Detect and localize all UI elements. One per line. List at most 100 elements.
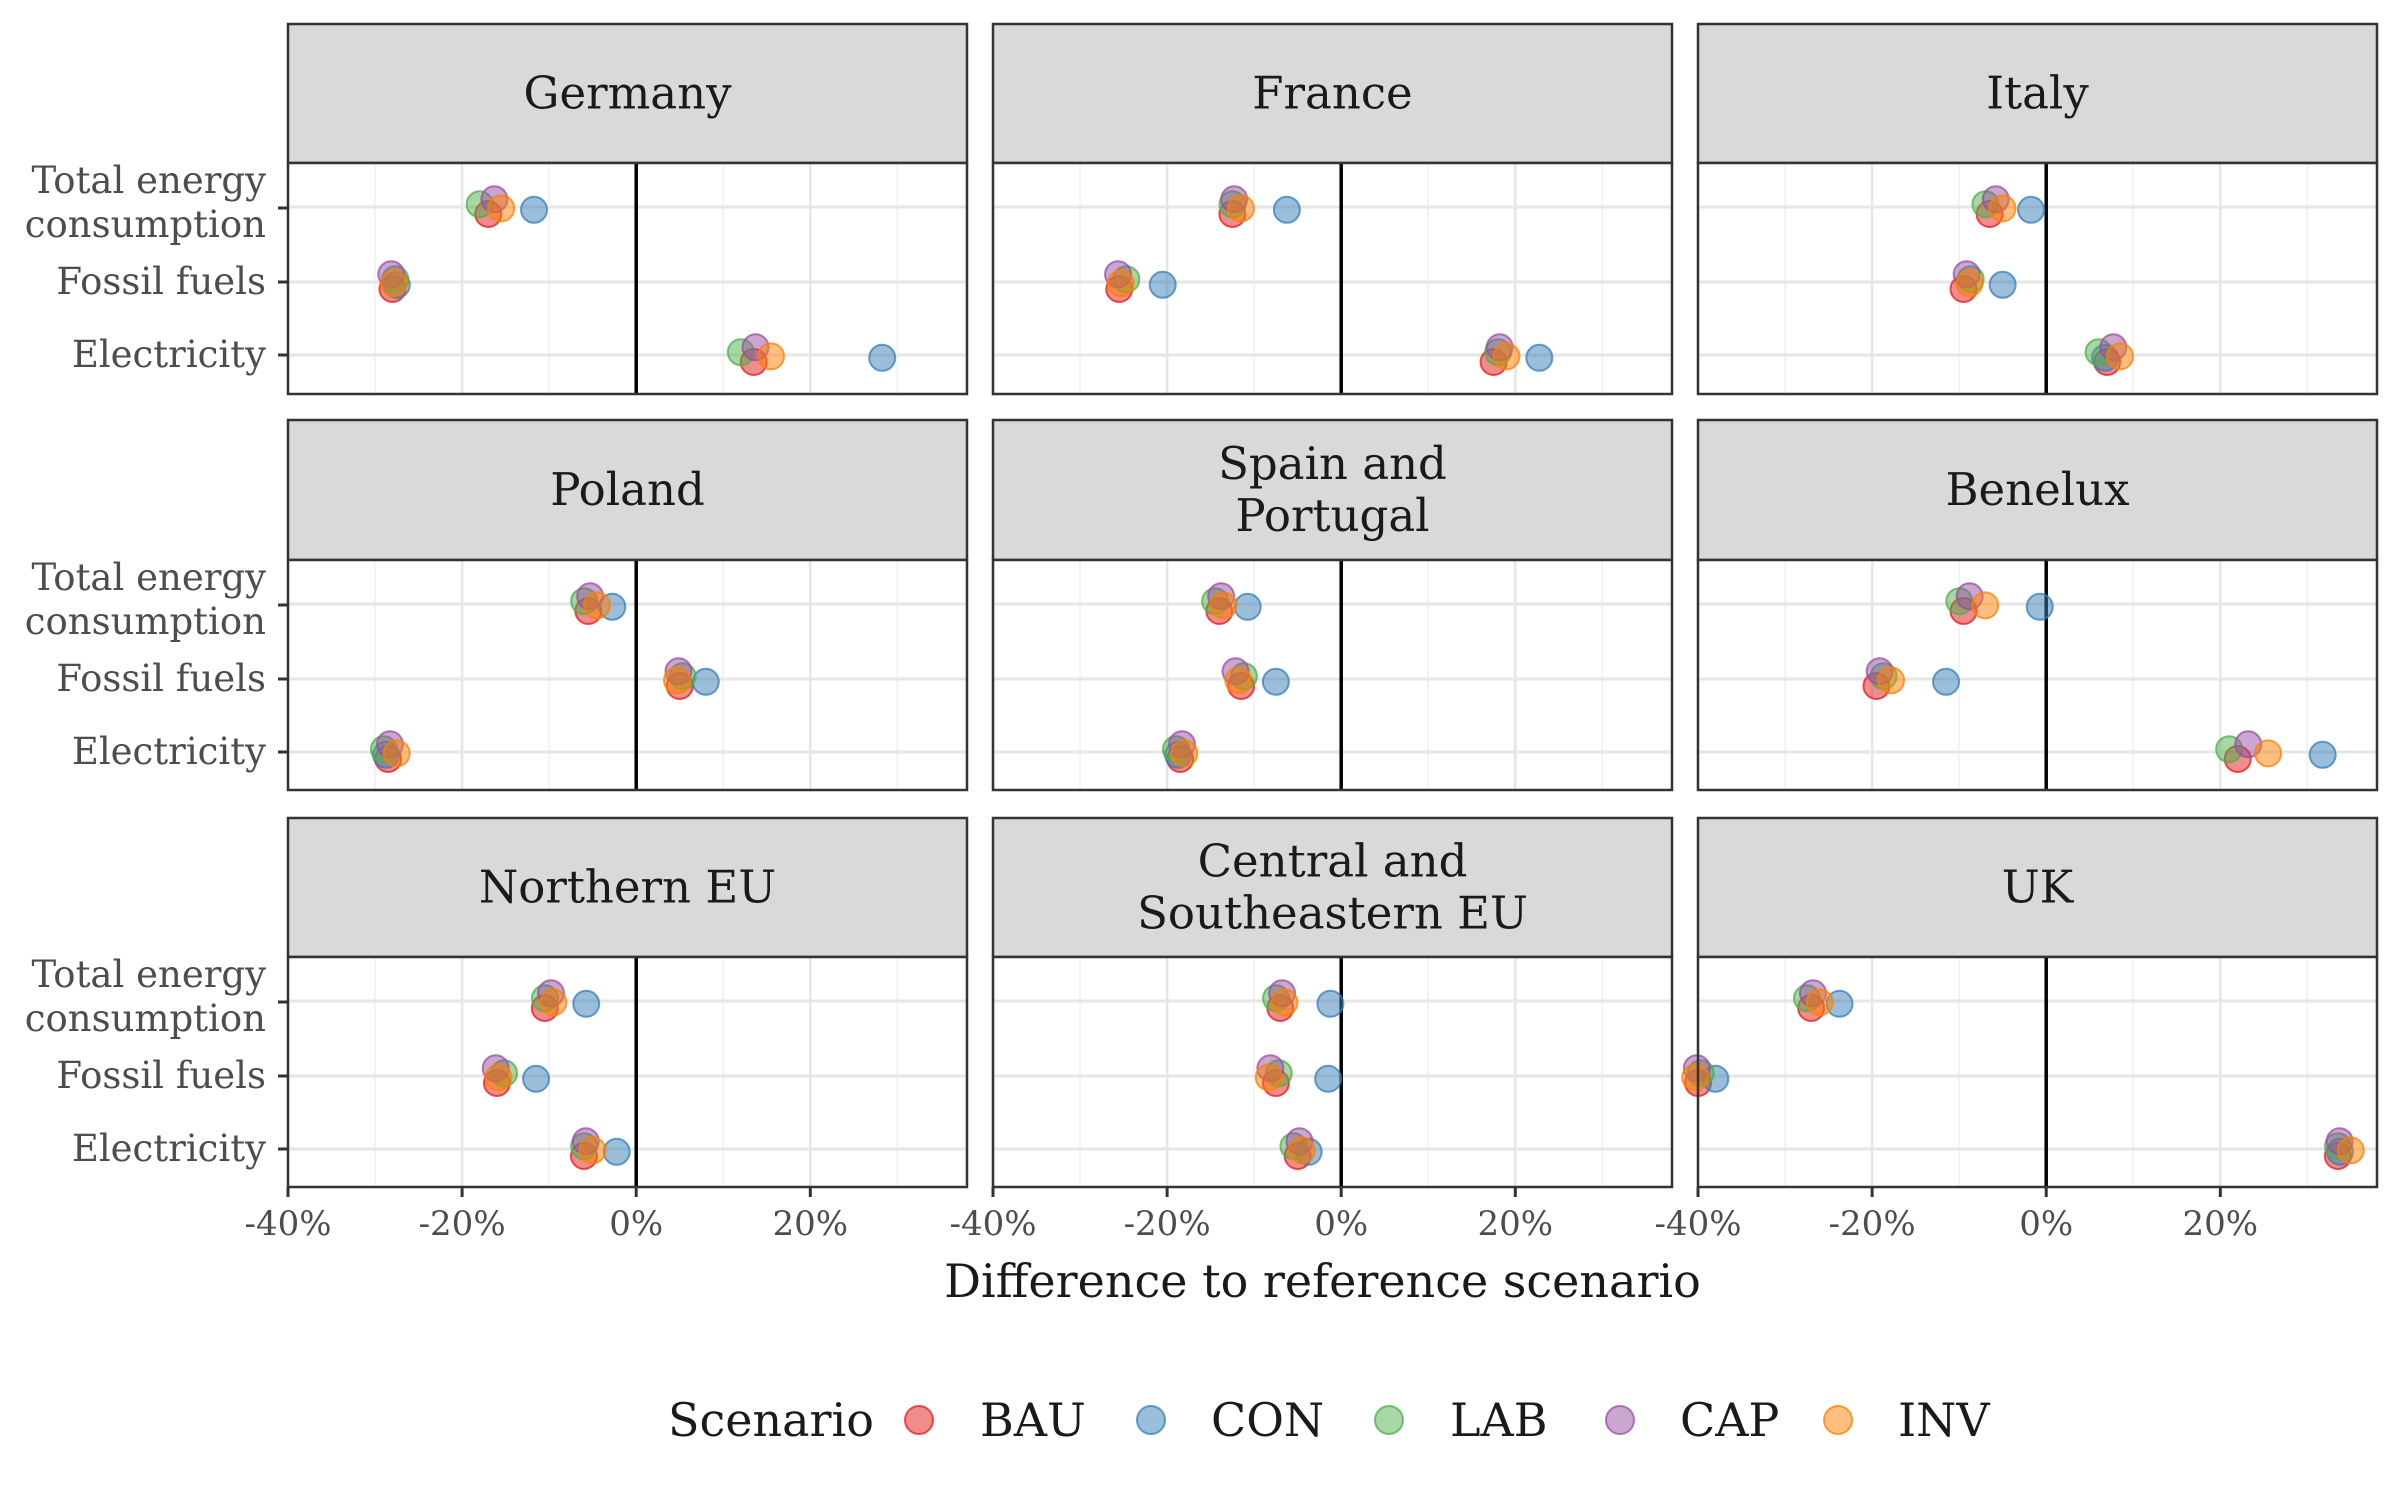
panel-title: Benelux (1945, 463, 2129, 516)
panel-title: France (1252, 67, 1412, 120)
panel-title: Germany (524, 67, 733, 120)
y-axis-label: Electricity (72, 1127, 266, 1170)
x-axis-tick-label: -40% (1654, 1204, 1741, 1244)
panel-strip (286, 816, 969, 959)
panel-title: Southeastern EU (1137, 887, 1528, 940)
panel-strip (991, 816, 1674, 959)
x-axis-tick-label: -40% (949, 1204, 1036, 1244)
panel-strip (1696, 22, 2379, 165)
data-point-con-electricity (602, 1137, 631, 1166)
data-point-inv-total-energy-consumption (582, 591, 611, 620)
data-point-con-total-energy-consumption (1272, 195, 1301, 224)
data-point-inv-total-energy-consumption (1805, 988, 1834, 1017)
panel-title: Spain and (1218, 437, 1447, 490)
data-point-con-fossil-fuels (1932, 667, 1961, 696)
panel-uk: UK -40% -20% 0% 20% (1654, 816, 2379, 1244)
legend-label-bau: BAU (980, 1393, 1086, 1447)
y-axis-label: consumption (25, 203, 266, 246)
data-point-inv-total-energy-consumption (539, 988, 568, 1017)
panel-border (286, 558, 969, 792)
y-axis-label: Total energy (31, 159, 266, 202)
legend-key-bau (904, 1405, 934, 1435)
legend-label-cap: CAP (1680, 1393, 1779, 1447)
data-point-con-total-energy-consumption (572, 989, 601, 1018)
x-axis-tick-label: -20% (419, 1204, 506, 1244)
data-point-inv-total-energy-consumption (1971, 591, 2000, 620)
panel-border (286, 955, 969, 1189)
legend-key-inv (1823, 1405, 1853, 1435)
data-point-con-total-energy-consumption (1233, 592, 1262, 621)
panel-border (1696, 558, 2379, 792)
data-point-inv-electricity (2254, 739, 2283, 768)
x-axis-tick-label: 20% (1478, 1204, 1554, 1244)
legend-title: Scenario (668, 1393, 874, 1447)
data-point-inv-electricity (578, 1136, 607, 1165)
data-point-inv-fossil-fuels (1106, 269, 1135, 298)
panel-border (1696, 955, 2379, 1189)
data-point-inv-total-energy-consumption (487, 194, 516, 223)
data-point-con-total-energy-consumption (519, 195, 548, 224)
legend: Scenario BAU CON LAB CAP INV (668, 1393, 1990, 1447)
data-point-inv-fossil-fuels (1955, 269, 1984, 298)
data-point-con-electricity (1525, 343, 1554, 372)
y-axis-label: Electricity (72, 333, 266, 376)
panel-border (991, 955, 1674, 1189)
data-point-inv-total-energy-consumption (1226, 194, 1255, 223)
x-axis-tick-label: -20% (1124, 1204, 1211, 1244)
data-point-inv-fossil-fuels (484, 1063, 513, 1092)
panel-title: Poland (550, 463, 705, 516)
data-point-inv-fossil-fuels (380, 269, 409, 298)
data-point-con-electricity (868, 343, 897, 372)
y-axis-label: consumption (25, 600, 266, 643)
data-point-con-fossil-fuels (1148, 270, 1177, 299)
x-axis-tick-label: 20% (773, 1204, 849, 1244)
data-point-con-total-energy-consumption (1316, 989, 1345, 1018)
y-axis-label: Total energy (31, 953, 266, 996)
data-point-inv-electricity (1492, 342, 1521, 371)
data-point-con-fossil-fuels (1314, 1064, 1343, 1093)
legend-key-lab (1374, 1405, 1404, 1435)
data-point-con-fossil-fuels (1261, 667, 1290, 696)
data-point-con-fossil-fuels (1988, 270, 2017, 299)
data-point-inv-fossil-fuels (1681, 1063, 1710, 1092)
data-point-inv-total-energy-consumption (1209, 591, 1238, 620)
panel-strip (1696, 816, 2379, 959)
data-point-con-fossil-fuels (522, 1064, 551, 1093)
data-point-inv-electricity (1287, 1136, 1316, 1165)
data-point-inv-fossil-fuels (1877, 666, 1906, 695)
data-point-inv-electricity (756, 342, 785, 371)
data-point-inv-fossil-fuels (1224, 666, 1253, 695)
panel-border (286, 161, 969, 396)
panel-title: UK (2002, 861, 2075, 914)
x-axis-tick-label: -20% (1829, 1204, 1916, 1244)
panel-border (991, 558, 1674, 792)
data-point-inv-electricity (1170, 739, 1199, 768)
x-axis-tick-label: 0% (609, 1204, 663, 1244)
data-point-inv-fossil-fuels (1254, 1063, 1283, 1092)
plot-background (993, 560, 1672, 790)
panel-benelux: Benelux (1696, 418, 2379, 792)
panel-france: France (991, 22, 1674, 396)
data-point-con-fossil-fuels (691, 667, 720, 696)
y-axis-label: Fossil fuels (56, 1054, 266, 1097)
data-point-inv-fossil-fuels (662, 666, 691, 695)
data-point-inv-electricity (2336, 1136, 2365, 1165)
x-axis-tick-label: -40% (244, 1204, 331, 1244)
y-axis-label: consumption (25, 997, 266, 1040)
legend-label-inv: INV (1898, 1393, 1990, 1447)
data-point-inv-total-energy-consumption (1270, 988, 1299, 1017)
panel-border (991, 161, 1674, 396)
panel-strip (991, 418, 1674, 562)
data-point-con-total-energy-consumption (2025, 592, 2054, 621)
data-point-inv-electricity (2106, 342, 2135, 371)
x-axis-tick-label: 0% (1314, 1204, 1368, 1244)
panel-strip (286, 22, 969, 165)
panel-title: Central and (1198, 835, 1468, 888)
panel-strip (286, 418, 969, 562)
